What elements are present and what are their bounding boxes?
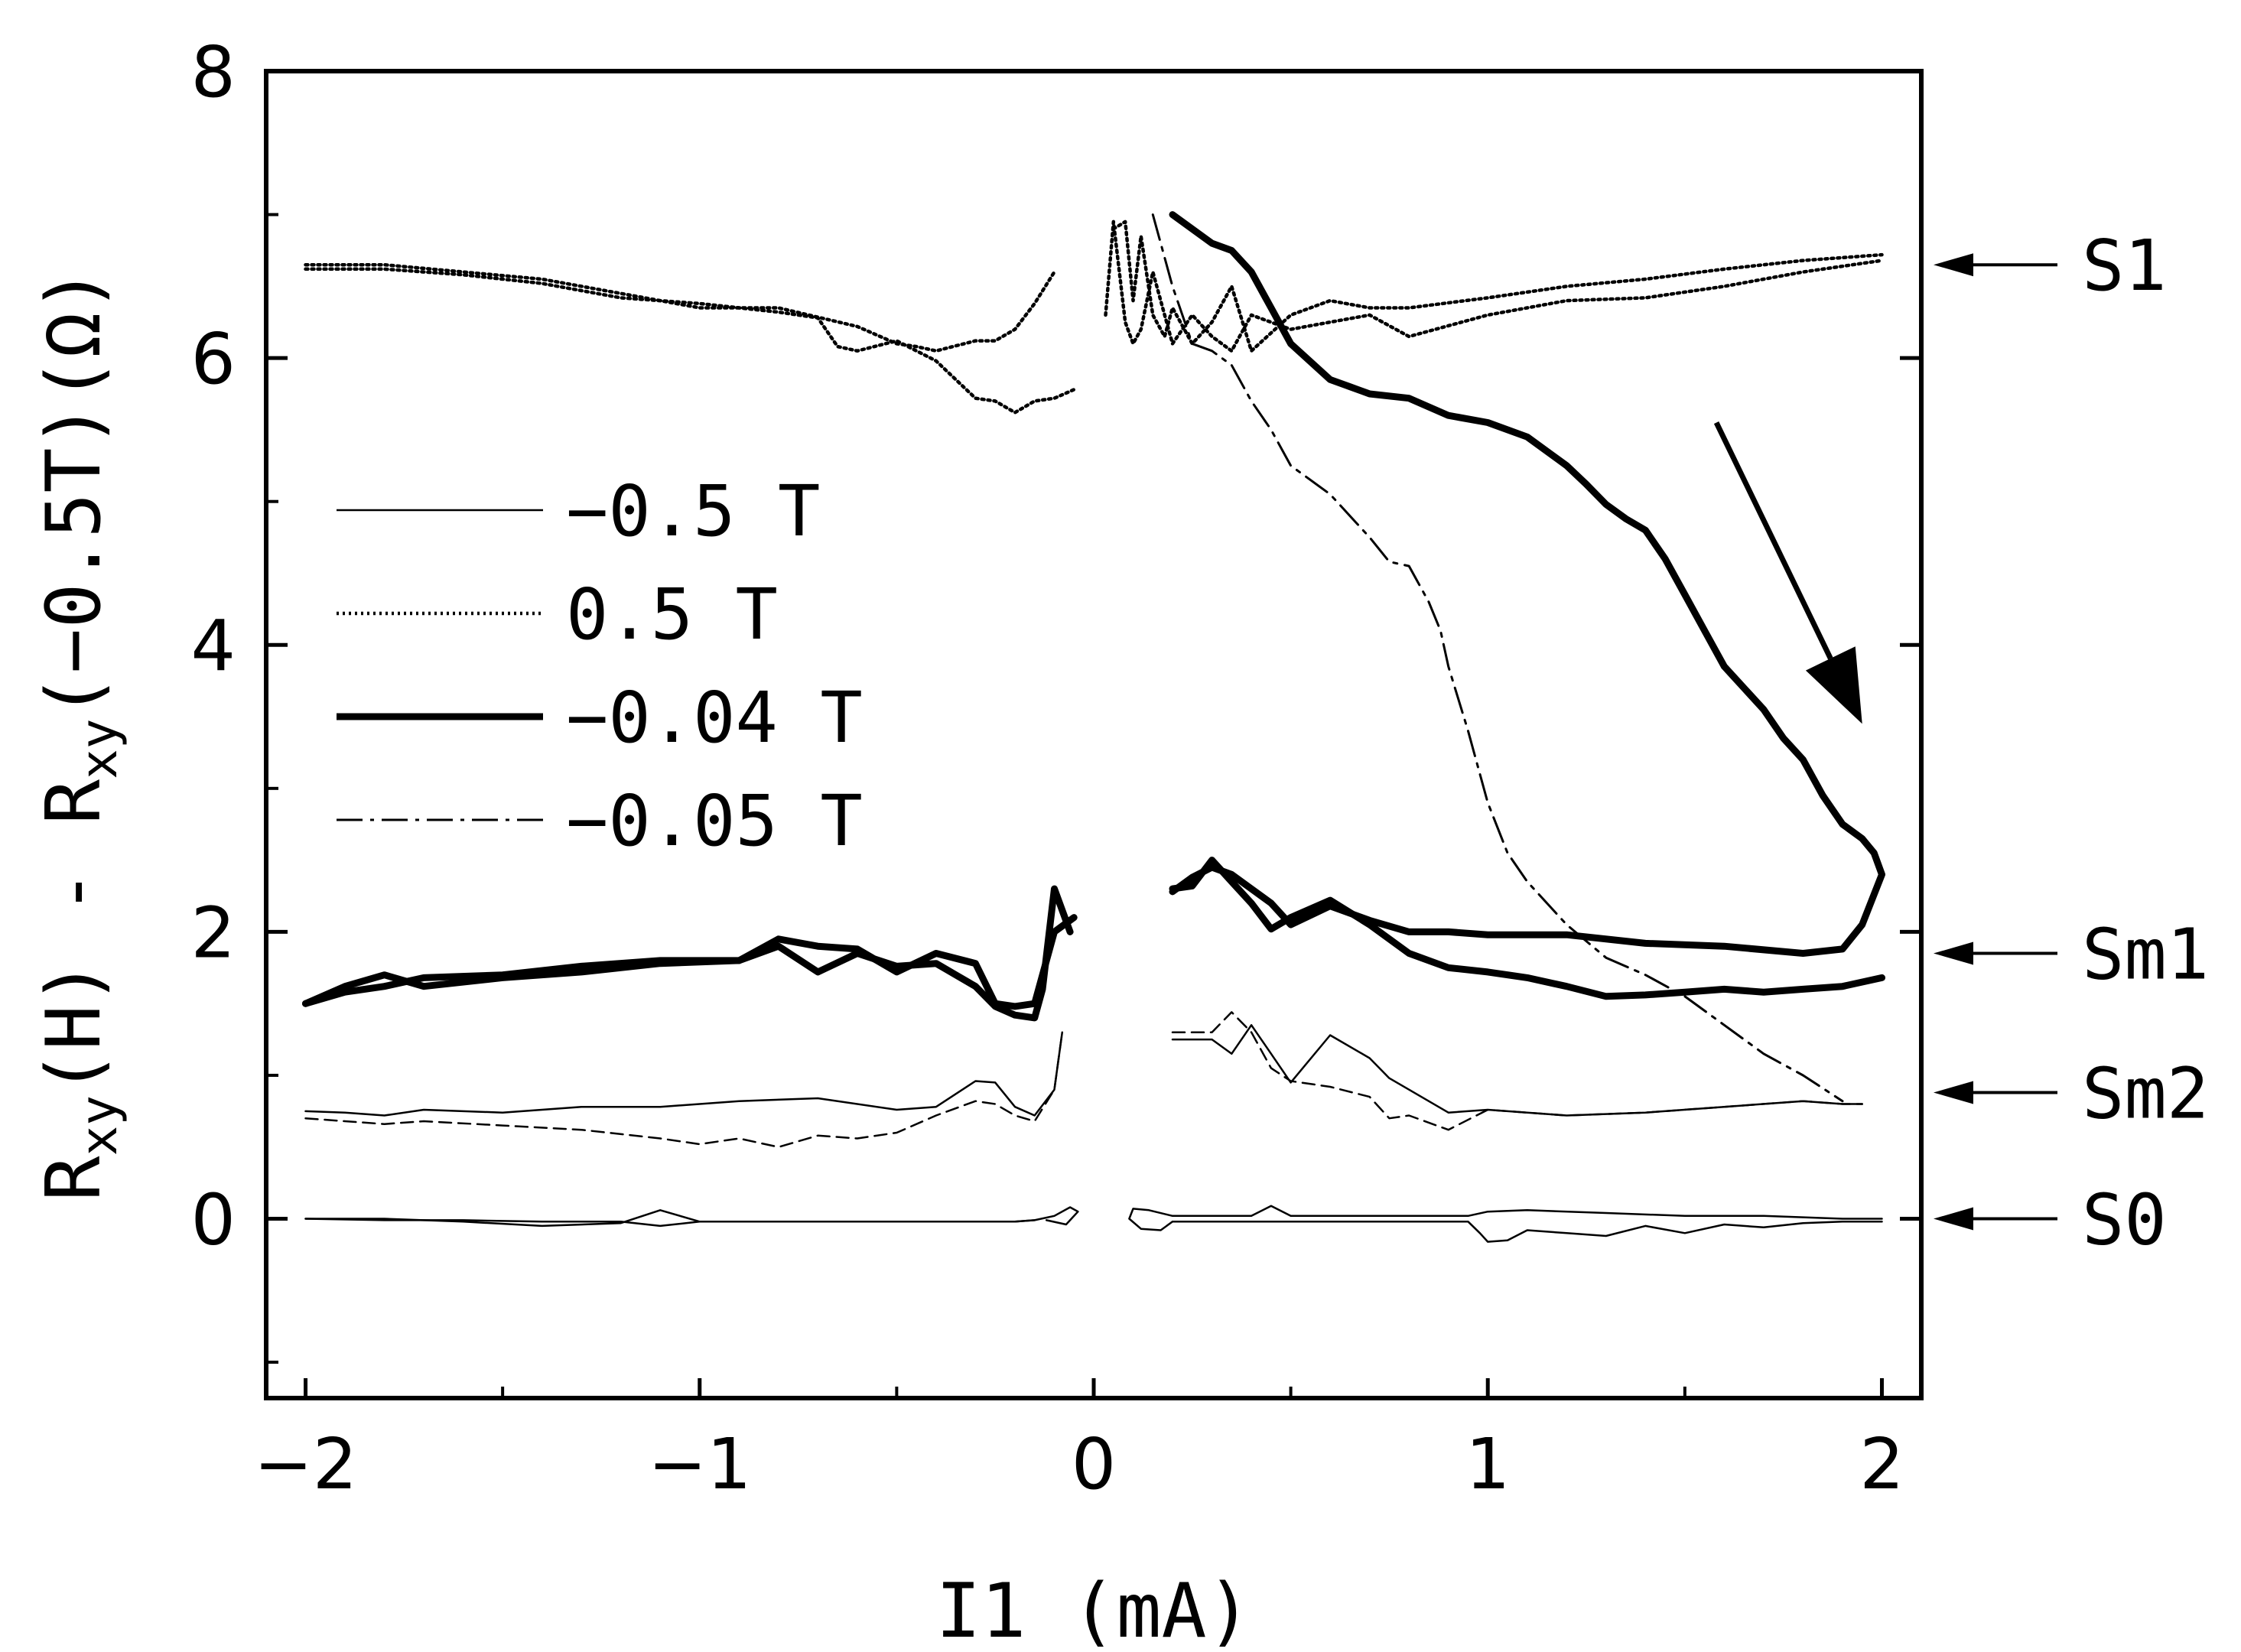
state-arrow-head: [1934, 941, 1973, 965]
x-axis-title: I1 (mA): [935, 1568, 1251, 1652]
sweep-arrow-head: [1805, 646, 1862, 724]
series-line: [1169, 211, 1885, 957]
series-group: [302, 211, 1885, 1243]
state-arrow-head: [1934, 1081, 1973, 1104]
y-axis-title: Rxy(H) - Rxy(−0.5T)(Ω): [31, 267, 128, 1201]
series-line: [1171, 1024, 1863, 1117]
state-labels: S1 Sm1 Sm2 S0: [1934, 225, 2209, 1261]
series-line: [304, 1031, 1064, 1149]
series-line: [1171, 1221, 1883, 1243]
plot-frame: [264, 69, 1924, 1400]
legend-label: −0.04 T: [566, 677, 863, 759]
state-label: S0: [2082, 1179, 2167, 1261]
series-line: [1169, 857, 1885, 1000]
series-line: [1171, 1011, 1863, 1131]
series-line: [302, 914, 1078, 1010]
x-tick-label: 1: [1465, 1423, 1511, 1505]
legend-label: 0.5 T: [566, 574, 778, 655]
series-line: [1111, 220, 1884, 353]
state-arrow-head: [1934, 1207, 1973, 1231]
y-axis-title-tail: (−0.5T)(Ω): [31, 267, 118, 718]
series-line: [304, 262, 1056, 353]
series-line: [304, 267, 1076, 415]
state-label: Sm2: [2082, 1052, 2209, 1134]
series-line: [1151, 213, 1844, 1103]
legend-label: −0.05 T: [566, 780, 863, 862]
y-axis-title-main: R: [31, 1156, 118, 1201]
state-arrow-head: [1934, 253, 1973, 277]
y-tick-label: 8: [190, 31, 236, 113]
series-line: [1104, 220, 1884, 353]
y-axis-title-sub2: xy: [70, 719, 128, 779]
series-line: [1128, 1205, 1883, 1231]
series-line: [302, 885, 1074, 1022]
series-line: [304, 1218, 1036, 1228]
x-tick-label: 0: [1072, 1423, 1117, 1505]
ticks: −2 −1 0 1 2 0 2 4 6 8: [190, 31, 1921, 1505]
state-label: Sm1: [2082, 914, 2209, 996]
y-tick-label: 6: [190, 318, 236, 400]
legend-label: −0.5 T: [566, 470, 820, 552]
state-label: S1: [2082, 225, 2167, 307]
series-line: [304, 1031, 1064, 1117]
y-axis-title-sub1: xy: [70, 1095, 128, 1156]
x-tick-label: −1: [648, 1423, 752, 1505]
x-tick-label: −2: [254, 1423, 358, 1505]
y-tick-label: 0: [190, 1179, 236, 1261]
sweep-arrow: [1713, 421, 1833, 660]
x-tick-label: 2: [1859, 1423, 1904, 1505]
y-tick-label: 2: [190, 892, 236, 974]
legend: −0.5 T 0.5 T −0.04 T −0.05 T: [337, 470, 863, 862]
y-tick-label: 4: [190, 605, 236, 687]
y-axis-title-mid: (H) - R: [31, 779, 118, 1095]
